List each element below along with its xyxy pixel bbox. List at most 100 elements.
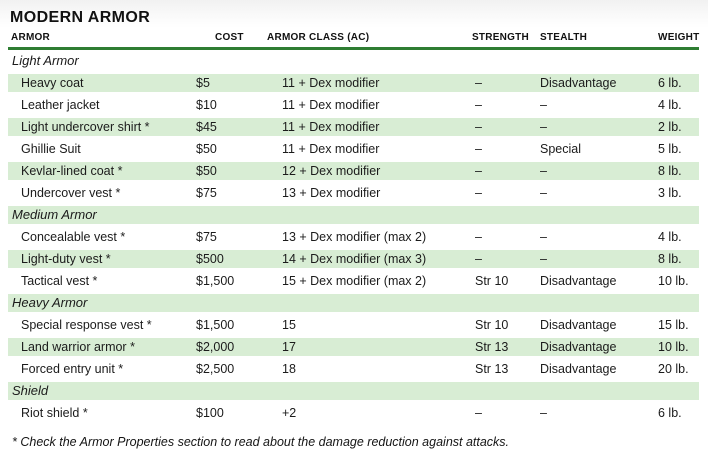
weight-cell: 10 lb.	[658, 270, 699, 292]
armor-cell: Tactical vest *	[8, 270, 196, 292]
armor-cell: Undercover vest *	[8, 182, 196, 204]
armor-cell: Special response vest *	[8, 314, 196, 336]
strength-cell: –	[472, 160, 540, 182]
stealth-cell: Disadvantage	[540, 336, 658, 358]
cost-cell: $50	[196, 138, 267, 160]
table-row: Special response vest * $1,500 15 Str 10 Dis…	[8, 314, 699, 336]
stealth-cell: Disadvantage	[540, 314, 658, 336]
cost-cell: $1,500	[196, 314, 267, 336]
table-row: Land warrior armor * $2,000 17 Str 13 Disadv…	[8, 336, 699, 358]
armor-cell: Light-duty vest *	[8, 248, 196, 270]
table-row: Ghillie Suit $50 11 + Dex modifier – Special…	[8, 138, 699, 160]
table-row: Heavy coat $5 11 + Dex modifier – Disadvanta…	[8, 72, 699, 94]
ac-cell: 17	[267, 336, 472, 358]
strength-cell: –	[472, 116, 540, 138]
table-row: Light-duty vest * $500 14 + Dex modifier (…	[8, 248, 699, 270]
ac-cell: 11 + Dex modifier	[267, 94, 472, 116]
cost-cell: $100	[196, 402, 267, 424]
table-row: Leather jacket $10 11 + Dex modifier – –4 lb…	[8, 94, 699, 116]
strength-cell: –	[472, 94, 540, 116]
strength-cell: Str 10	[472, 314, 540, 336]
cost-cell: $2,500	[196, 358, 267, 380]
stealth-cell: –	[540, 248, 658, 270]
stealth-cell: –	[540, 402, 658, 424]
armor-cell: Land warrior armor *	[8, 336, 196, 358]
ac-cell: 15	[267, 314, 472, 336]
cost-cell: $500	[196, 248, 267, 270]
column-header-weight: WEIGHT	[658, 30, 699, 50]
ac-cell: 11 + Dex modifier	[267, 138, 472, 160]
cost-cell: $45	[196, 116, 267, 138]
strength-cell: –	[472, 248, 540, 270]
stealth-cell: Disadvantage	[540, 72, 658, 94]
weight-cell: 10 lb.	[658, 336, 699, 358]
cost-cell: $2,000	[196, 336, 267, 358]
strength-cell: Str 10	[472, 270, 540, 292]
weight-cell: 8 lb.	[658, 248, 699, 270]
stealth-cell: –	[540, 160, 658, 182]
ac-cell: 11 + Dex modifier	[267, 72, 472, 94]
ac-cell: 13 + Dex modifier	[267, 182, 472, 204]
table-body: Light Armor Heavy coat $5 11 + Dex modifier…	[8, 50, 699, 424]
armor-cell: Heavy coat	[8, 72, 196, 94]
ac-cell: 18	[267, 358, 472, 380]
section-label: Medium Armor	[8, 204, 699, 226]
stealth-cell: –	[540, 226, 658, 248]
ac-cell: +2	[267, 402, 472, 424]
ac-cell: 12 + Dex modifier	[267, 160, 472, 182]
weight-cell: 6 lb.	[658, 402, 699, 424]
armor-cell: Kevlar-lined coat *	[8, 160, 196, 182]
armor-cell: Riot shield *	[8, 402, 196, 424]
section-row: Medium Armor	[8, 204, 699, 226]
table-header: ARMOR COST ARMOR CLASS (AC) STRENGTH STEALTH…	[8, 30, 699, 50]
column-header-stealth: STEALTH	[540, 30, 658, 50]
stealth-cell: –	[540, 116, 658, 138]
weight-cell: 2 lb.	[658, 116, 699, 138]
armor-cell: Light undercover shirt *	[8, 116, 196, 138]
table-row: Undercover vest * $75 13 + Dex modifier – –3…	[8, 182, 699, 204]
section-row: Light Armor	[8, 50, 699, 72]
stealth-cell: Disadvantage	[540, 358, 658, 380]
strength-cell: –	[472, 138, 540, 160]
section-row: Heavy Armor	[8, 292, 699, 314]
weight-cell: 20 lb.	[658, 358, 699, 380]
weight-cell: 6 lb.	[658, 72, 699, 94]
stealth-cell: –	[540, 94, 658, 116]
strength-cell: Str 13	[472, 358, 540, 380]
cost-cell: $10	[196, 94, 267, 116]
strength-cell: –	[472, 182, 540, 204]
section-row: Shield	[8, 380, 699, 402]
ac-cell: 13 + Dex modifier (max 2)	[267, 226, 472, 248]
stealth-cell: Special	[540, 138, 658, 160]
strength-cell: Str 13	[472, 336, 540, 358]
strength-cell: –	[472, 402, 540, 424]
table-header-row: ARMOR COST ARMOR CLASS (AC) STRENGTH STEALTH…	[8, 30, 699, 50]
table-row: Light undercover shirt * $45 11 + Dex modi…	[8, 116, 699, 138]
strength-cell: –	[472, 72, 540, 94]
modern-armor-table: ARMOR COST ARMOR CLASS (AC) STRENGTH STEALTH…	[8, 30, 699, 424]
table-row: Forced entry unit * $2,500 18 Str 13 Disadva…	[8, 358, 699, 380]
footnote: * Check the Armor Properties section to …	[12, 435, 510, 449]
ac-cell: 11 + Dex modifier	[267, 116, 472, 138]
column-header-cost: COST	[196, 30, 267, 50]
section-label: Shield	[8, 380, 699, 402]
stealth-cell: Disadvantage	[540, 270, 658, 292]
cost-cell: $5	[196, 72, 267, 94]
weight-cell: 8 lb.	[658, 160, 699, 182]
section-label: Heavy Armor	[8, 292, 699, 314]
strength-cell: –	[472, 226, 540, 248]
armor-cell: Leather jacket	[8, 94, 196, 116]
weight-cell: 15 lb.	[658, 314, 699, 336]
armor-cell: Forced entry unit *	[8, 358, 196, 380]
column-header-strength: STRENGTH	[472, 30, 540, 50]
weight-cell: 4 lb.	[658, 226, 699, 248]
weight-cell: 5 lb.	[658, 138, 699, 160]
stealth-cell: –	[540, 182, 658, 204]
cost-cell: $75	[196, 226, 267, 248]
weight-cell: 4 lb.	[658, 94, 699, 116]
table-row: Riot shield * $100 +2– –6 lb.	[8, 402, 699, 424]
section-label: Light Armor	[8, 50, 699, 72]
table-row: Kevlar-lined coat * $50 12 + Dex modifier –…	[8, 160, 699, 182]
cost-cell: $1,500	[196, 270, 267, 292]
